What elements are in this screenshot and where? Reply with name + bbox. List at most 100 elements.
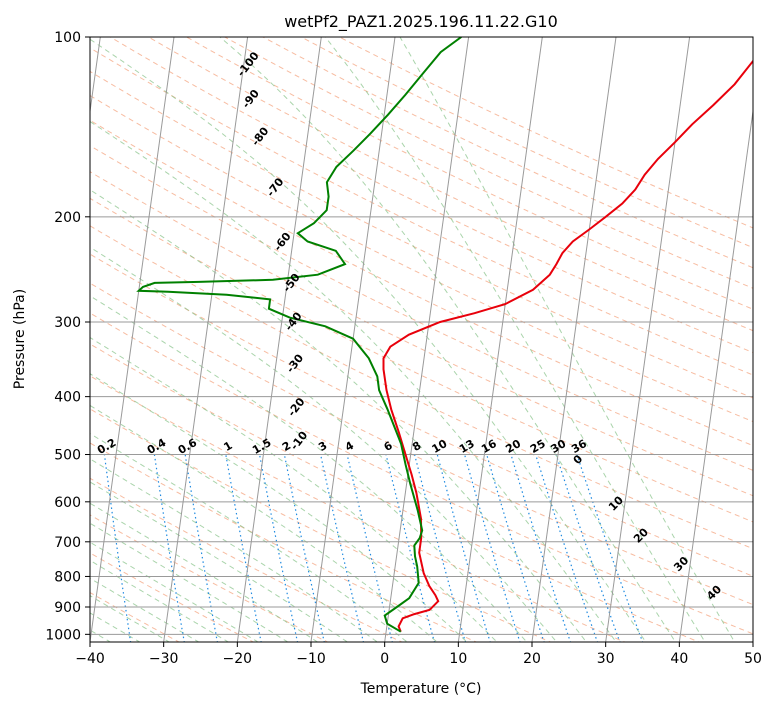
isotherm [457, 37, 543, 642]
moist-adiabat [399, 37, 736, 642]
grid [90, 37, 753, 642]
mixing-ratio-label: 30 [549, 437, 569, 456]
moist-adiabat [90, 559, 230, 642]
dry-adiabat [90, 282, 753, 606]
dry-adiabat [90, 343, 701, 642]
dry-adiabat [90, 70, 753, 399]
dry-adiabat [90, 253, 753, 577]
mixing-ratio-label: 20 [503, 437, 523, 456]
mixing-ratio-label: 36 [569, 437, 589, 456]
dry-adiabat [185, 37, 753, 310]
mixing-ratio-label: 1.5 [250, 436, 273, 457]
mixing-ratio-label: 6 [382, 439, 395, 454]
mixing-ratio-line [464, 454, 521, 642]
profiles [136, 37, 753, 633]
x-tick-label: −30 [149, 651, 179, 667]
line-labels: -100-90-80-70-60-50-40-30-20-100.2 0.4 0.6… [95, 49, 724, 603]
mixing-ratio-line [184, 454, 219, 642]
mixing-ratio-label: 4 [343, 439, 356, 454]
x-tick-label: 30 [597, 651, 615, 667]
dry-adiabat [223, 37, 753, 289]
dry-adiabat-label: 20 [631, 525, 651, 545]
dry-adiabat [90, 375, 626, 642]
mixing-ratio-line [320, 454, 365, 642]
y-tick-label: 800 [54, 569, 81, 585]
dry-adiabat-label: 30 [671, 554, 691, 574]
x-tick-label: 50 [744, 651, 762, 667]
mixing-ratio-line [576, 454, 644, 642]
isotherm [163, 37, 249, 642]
moist-adiabat [90, 295, 528, 642]
y-tick-label: 700 [54, 535, 81, 551]
dry-adiabat [90, 145, 753, 471]
moist-adiabat [90, 577, 200, 642]
mixing-ratio-line [414, 454, 467, 642]
dry-adiabat [90, 514, 329, 642]
mixing-ratio-label: 0.2 [95, 436, 118, 457]
moist-adiabat-label: -80 [249, 124, 272, 148]
dry-adiabat [90, 591, 180, 642]
y-tick-label: 300 [54, 315, 81, 331]
mixing-ratio-line [346, 454, 393, 642]
dry-adiabat [90, 442, 478, 642]
moist-adiabat [90, 189, 588, 642]
mixing-ratio-line [555, 454, 621, 642]
temperature-line [382, 59, 753, 633]
moist-adiabat [90, 458, 379, 642]
dry-adiabat [90, 408, 552, 642]
mixing-ratio-label: 13 [457, 437, 477, 456]
mixing-ratio-label: 8 [410, 439, 423, 454]
y-tick-label: 200 [54, 210, 81, 226]
dry-adiabat [90, 197, 753, 523]
isotherm [90, 37, 175, 642]
moist-adiabat-label: -20 [285, 395, 308, 419]
dry-adiabat [147, 37, 753, 332]
moist-adiabat-label: -60 [271, 230, 294, 254]
moist-adiabat [90, 373, 468, 642]
mixing-ratio-label: 1 [222, 439, 235, 454]
isotherm [236, 37, 322, 642]
mixing-ratio-line [436, 454, 491, 642]
dry-adiabat [90, 94, 753, 423]
x-axis-label: Temperature (°C) [360, 681, 482, 697]
dry-adiabat [109, 37, 753, 354]
x-tick-label: 0 [380, 651, 389, 667]
y-tick-label: 100 [54, 30, 81, 46]
y-tick-label: 500 [54, 448, 81, 464]
isotherm [384, 37, 470, 642]
x-tick-label: −20 [223, 651, 253, 667]
y-tick-label: 1000 [45, 627, 81, 643]
moist-adiabat [90, 404, 438, 642]
isotherm [531, 37, 617, 642]
mixing-ratio-label: 16 [479, 437, 499, 456]
dry-adiabat [90, 225, 753, 550]
isotherm [678, 107, 753, 642]
moist-adiabat [324, 37, 706, 642]
moist-adiabat-label: -90 [239, 87, 262, 111]
x-tick-label: −40 [75, 651, 105, 667]
mixing-ratio-line [385, 454, 436, 642]
plot-frame [89, 36, 754, 643]
moist-adiabat [90, 595, 171, 642]
x-tick-label: −10 [296, 651, 326, 667]
moist-adiabat-label: -30 [284, 351, 307, 375]
y-tick-label: 400 [54, 390, 81, 406]
dry-adiabat-label: 10 [606, 493, 626, 513]
y-tick-label: 600 [54, 495, 81, 511]
x-axis: −40 −30 −20 −10 0 10 20 30 40 50 [75, 642, 762, 667]
isotherm [752, 638, 753, 642]
isotherm [310, 37, 396, 642]
chart-title: wetPf2_PAZ1.2025.196.11.22.G10 [284, 12, 558, 32]
moist-adiabat [90, 541, 259, 642]
mixing-ratio-line [225, 454, 262, 642]
dry-adiabat [261, 37, 753, 269]
moist-adiabat [90, 38, 647, 642]
moist-adiabat-label: -40 [282, 309, 305, 333]
y-axis: 100 200 300 400 500 600 700 800 900 1000 [45, 30, 90, 643]
mixing-ratio-label: 3 [316, 439, 329, 454]
mixing-ratio-line [510, 454, 572, 642]
x-tick-label: 10 [449, 651, 467, 667]
moist-adiabat [90, 433, 408, 642]
dewpoint-line [136, 37, 462, 633]
